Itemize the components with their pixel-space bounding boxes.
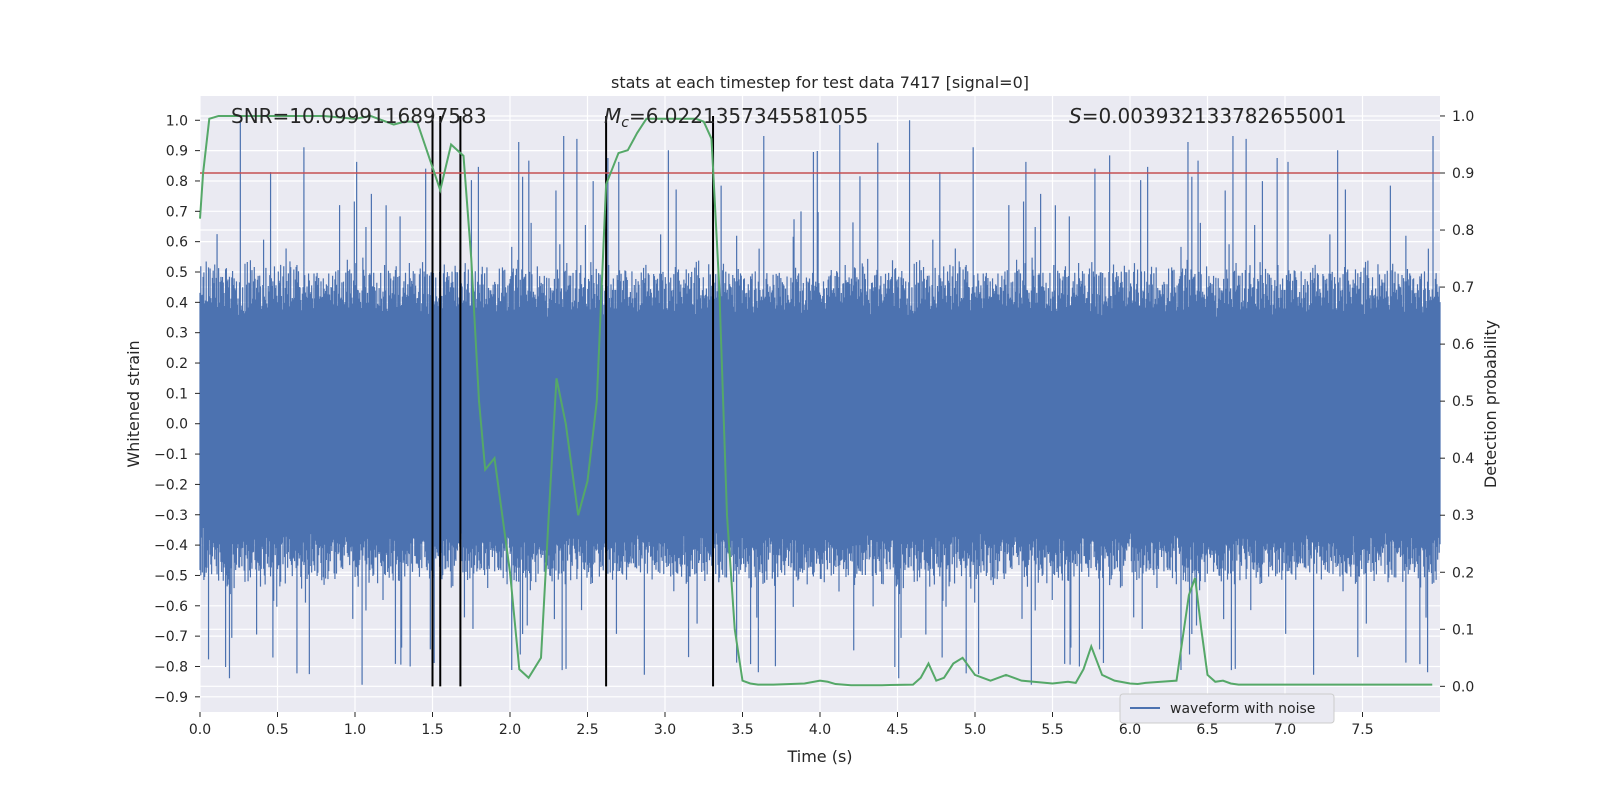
y-right-tick-label-8: 0.2: [1452, 565, 1474, 581]
y-left-tick-label-18: −0.8: [154, 659, 188, 675]
y-right-tick-label-5: 0.5: [1452, 394, 1474, 410]
s-symbol: S: [1069, 104, 1082, 128]
x-tick-label-2: 1.0: [344, 722, 366, 738]
x-tick-label-1: 0.5: [266, 722, 288, 738]
x-axis-label: Time (s): [786, 747, 852, 766]
x-tick-label-8: 4.0: [809, 722, 831, 738]
x-tick-label-11: 5.5: [1041, 722, 1063, 738]
y-axis-label-left: Whitened strain: [124, 340, 143, 467]
legend-entry-waveform: waveform with noise: [1170, 701, 1315, 717]
y-right-tick-label-1: 0.9: [1452, 166, 1474, 182]
chart-title: stats at each timestep for test data 741…: [611, 73, 1029, 92]
y-left-tick-label-19: −0.9: [154, 690, 188, 706]
y-right-tick-label-7: 0.3: [1452, 508, 1474, 524]
y-right-tick-label-2: 0.8: [1452, 223, 1474, 239]
y-left-tick-label-10: 0.0: [166, 417, 188, 433]
x-tick-label-9: 4.5: [886, 722, 908, 738]
mc-symbol: M: [604, 104, 621, 128]
y-left-tick-label-8: 0.2: [166, 356, 188, 372]
probability-series: [199, 114, 1433, 687]
y-left-tick-label-7: 0.3: [166, 326, 188, 342]
x-tick-label-14: 7.0: [1274, 722, 1296, 738]
x-ticks: 0.0 0.5 1.0 1.5 2.0 2.5 3.0 3.5 4.0 4.5 5.0 5.5 6.0 6…: [189, 712, 1374, 738]
probability-line: [199, 114, 1433, 687]
vertical-markers: [431, 115, 715, 687]
y-left-tick-label-13: −0.3: [154, 508, 188, 524]
y-left-tick-label-4: 0.6: [166, 235, 188, 251]
s-value: =0.003932133782655001: [1082, 104, 1347, 128]
x-tick-label-6: 3.0: [654, 722, 676, 738]
mc-subscript: c: [621, 115, 629, 131]
x-tick-label-5: 2.5: [576, 722, 598, 738]
x-tick-label-7: 3.5: [731, 722, 753, 738]
y-left-tick-label-15: −0.5: [154, 568, 188, 584]
mc-value: =6.0221357345581055: [629, 104, 868, 128]
x-tick-label-4: 2.0: [499, 722, 521, 738]
y-ticks-right: 1.0 0.9 0.8 0.7 0.6 0.5 0.4 0.3 0.2 0.1 0.0: [1440, 109, 1474, 695]
snr-annotation: SNR=10.0999116897583: [231, 104, 487, 128]
x-tick-label-12: 6.0: [1119, 722, 1141, 738]
y-right-tick-label-0: 1.0: [1452, 109, 1474, 125]
y-axis-label-right: Detection probability: [1481, 320, 1500, 488]
x-tick-label-10: 5.0: [964, 722, 986, 738]
x-tick-label-13: 6.5: [1196, 722, 1218, 738]
y-ticks-left: 1.0 0.9 0.8 0.7 0.6 0.5 0.4 0.3 0.2 0.1 0.0 −0.1 −0.…: [154, 113, 200, 706]
y-right-tick-label-10: 0.0: [1452, 679, 1474, 695]
y-left-tick-label-11: −0.1: [154, 447, 188, 463]
y-right-tick-label-4: 0.6: [1452, 337, 1474, 353]
y-right-tick-label-3: 0.7: [1452, 280, 1474, 296]
y-left-tick-label-5: 0.5: [166, 265, 188, 281]
legend-box: [1119, 693, 1335, 724]
chirp-mass-annotation: Mc=6.0221357345581055: [604, 104, 868, 131]
waveform-line: [199, 120, 1441, 685]
waveform-series: [199, 120, 1441, 685]
s-annotation: S=0.003932133782655001: [1069, 104, 1347, 128]
x-tick-label-3: 1.5: [421, 722, 443, 738]
legend: waveform with noise: [1119, 693, 1335, 724]
x-tick-label-0: 0.0: [189, 722, 211, 738]
y-left-tick-label-0: 1.0: [166, 113, 188, 129]
y-right-tick-label-9: 0.1: [1452, 622, 1474, 638]
y-left-tick-label-6: 0.4: [166, 295, 188, 311]
y-left-tick-label-1: 0.9: [166, 144, 188, 160]
y-left-tick-label-17: −0.7: [154, 629, 188, 645]
y-left-tick-label-14: −0.4: [154, 538, 188, 554]
y-left-tick-label-16: −0.6: [154, 599, 188, 615]
x-tick-label-15: 7.5: [1351, 722, 1373, 738]
y-left-tick-label-12: −0.2: [154, 477, 188, 493]
y-left-tick-label-2: 0.8: [166, 174, 188, 190]
y-right-tick-label-6: 0.4: [1452, 451, 1474, 467]
y-left-tick-label-3: 0.7: [166, 204, 188, 220]
y-left-tick-label-9: 0.1: [166, 386, 188, 402]
